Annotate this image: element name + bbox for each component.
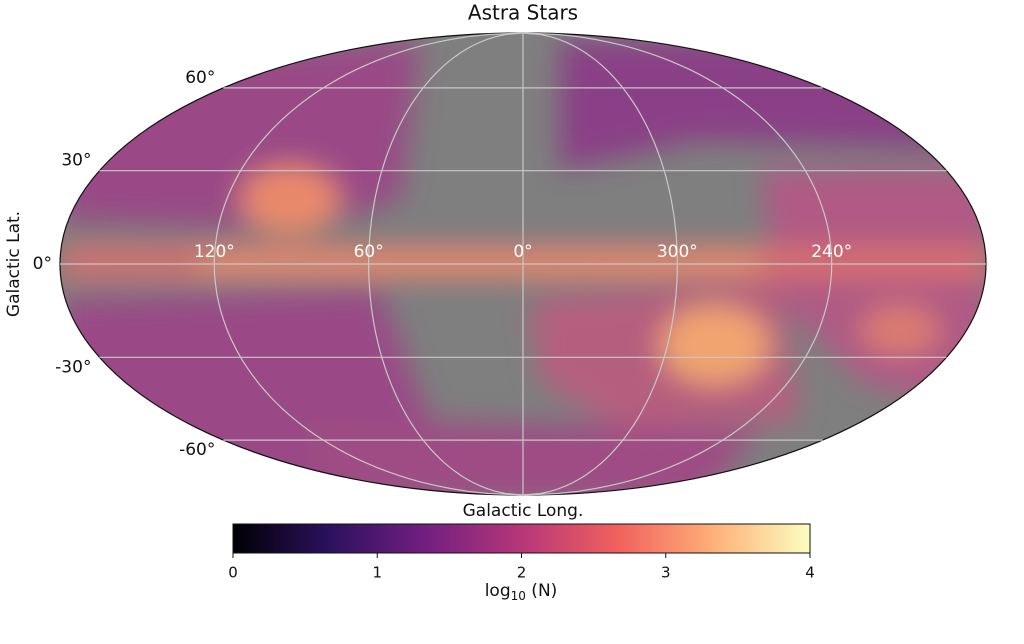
colorbar-label-part: log bbox=[485, 581, 511, 601]
colorbar-tick-label: 2 bbox=[517, 564, 527, 582]
x-tick-label: 0° bbox=[513, 242, 532, 262]
colorbar-tick-label: 1 bbox=[372, 564, 382, 582]
y-tick-label: -60° bbox=[179, 440, 215, 460]
y-tick-label: 0° bbox=[33, 254, 52, 274]
colorbar-tick-label: 3 bbox=[661, 564, 671, 582]
sky-map bbox=[60, 33, 986, 495]
x-tick-label: 300° bbox=[657, 242, 698, 262]
colorbar-tick-label: 0 bbox=[228, 564, 238, 582]
y-axis-label: Galactic Lat. bbox=[4, 211, 24, 317]
chart-title: Astra Stars bbox=[468, 1, 578, 25]
x-tick-label: 120° bbox=[194, 242, 235, 262]
y-tick-label: -30° bbox=[55, 357, 91, 377]
colorbar-label-part: (N) bbox=[526, 581, 557, 601]
x-axis-label: Galactic Long. bbox=[463, 501, 584, 521]
colorbar-label: log10 (N) bbox=[485, 581, 558, 603]
x-tick-label: 240° bbox=[811, 242, 852, 262]
colorbar-label-sub: 10 bbox=[511, 589, 526, 603]
x-tick-label: 60° bbox=[354, 242, 384, 262]
y-tick-label: 60° bbox=[185, 68, 215, 88]
colorbar-tick-label: 4 bbox=[805, 564, 815, 582]
y-tick-label: 30° bbox=[61, 151, 91, 171]
colorbar bbox=[232, 523, 811, 554]
